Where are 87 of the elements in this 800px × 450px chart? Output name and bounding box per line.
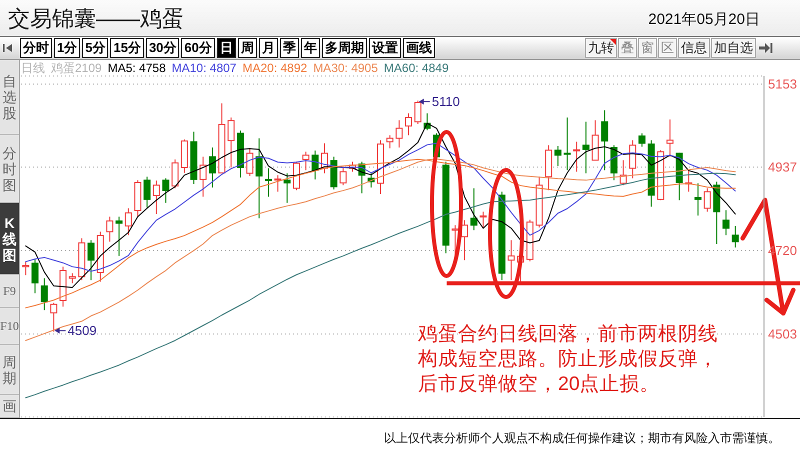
annotation: 5110: [432, 94, 460, 110]
text: MA10: 4807: [172, 61, 236, 75]
y-tick-label: 4937: [768, 160, 797, 175]
candlestick: [564, 117, 571, 171]
line-series: [25, 122, 736, 288]
candlestick: [629, 140, 636, 179]
candlestick: [40, 278, 48, 311]
candlestick: [200, 156, 207, 198]
candlestick: [22, 261, 30, 276]
candlestick: [152, 180, 160, 215]
text: 周期: [2, 354, 16, 386]
candlestick: [116, 216, 123, 256]
text: 信息: [681, 40, 707, 55]
candlestick: [396, 120, 403, 148]
text: 窗: [641, 40, 654, 55]
text: MA30: 4905: [313, 61, 378, 75]
candlestick: [704, 188, 711, 212]
candlestick: [172, 158, 179, 189]
text: MA5: 4758: [108, 61, 166, 75]
candlestick: [386, 134, 394, 149]
candlestick: [694, 182, 702, 216]
annotation: 鸡蛋合约日线回落，前市两根阴线构成短空思路。防止形成假反弹，后市反弹做空，20点止损。: [418, 323, 718, 395]
text: 画: [2, 398, 16, 414]
candlestick: [405, 112, 412, 136]
text: 分时图: [2, 144, 16, 192]
line-series: [25, 158, 736, 341]
text: MA60: 4849: [384, 61, 449, 75]
candlestick: [302, 151, 310, 171]
candlestick: [582, 121, 590, 174]
line-series: [25, 142, 736, 272]
text: 日: [220, 40, 233, 55]
text: 叠: [621, 40, 634, 55]
line-series: [25, 172, 736, 398]
text: 60分: [184, 40, 212, 55]
candlestick: [106, 216, 114, 242]
candlestick: [228, 117, 235, 168]
candlestick: [554, 145, 562, 166]
chart-subtitle: 2021年05月20日: [648, 11, 760, 28]
text: 加自选: [714, 40, 753, 55]
candlestick: [470, 188, 478, 231]
candlestick: [573, 141, 580, 172]
y-tick-label: 4503: [768, 326, 797, 342]
text: 多周期: [324, 40, 364, 55]
text: MA20: 4892: [242, 61, 308, 75]
candlestick: [32, 258, 39, 294]
text: 15分: [113, 40, 141, 55]
candlestick: [144, 176, 151, 208]
text: 画线: [406, 40, 432, 55]
y-tick-label: 5153: [768, 76, 797, 92]
candlestick: [666, 118, 674, 158]
annotation: 4509: [68, 323, 97, 338]
text: 年: [304, 40, 317, 55]
text: 5分: [85, 40, 106, 55]
candlestick: [68, 272, 76, 284]
candlestick: [480, 211, 487, 229]
candlestick: [274, 174, 282, 192]
candlestick: [124, 208, 132, 236]
candlestick: [208, 147, 216, 188]
text: 分时: [23, 40, 49, 55]
candlestick: [264, 168, 272, 198]
text: K线图: [2, 214, 16, 262]
candlestick: [732, 225, 739, 248]
text: F10: [0, 319, 19, 333]
candlestick: [162, 178, 170, 204]
text: 日线: [21, 61, 45, 75]
candlestick: [284, 172, 291, 204]
text: 区: [661, 40, 674, 55]
text: 周: [240, 40, 254, 55]
text: 以上仅代表分析师个人观点不构成任何操作建议；期市有风险入市需谨慎。: [384, 431, 780, 445]
candlestick: [508, 240, 515, 281]
text: 月: [262, 40, 275, 55]
candlestick: [246, 148, 254, 176]
text: 九转: [588, 40, 614, 55]
text: 30分: [148, 40, 176, 55]
chart-title: 交易锦囊——鸡蛋: [8, 6, 184, 31]
candlestick: [88, 240, 95, 281]
candlestick: [256, 138, 263, 219]
text: 设置: [372, 40, 398, 55]
text: 自选股: [2, 73, 16, 121]
candlestick: [601, 110, 608, 171]
text: 1分: [57, 40, 78, 55]
text: 季: [282, 40, 296, 55]
candlestick: [340, 166, 347, 186]
text: 鸡蛋2109: [51, 61, 102, 75]
text: F9: [3, 284, 16, 298]
candlestick: [722, 210, 730, 236]
candlestick: [638, 132, 646, 148]
